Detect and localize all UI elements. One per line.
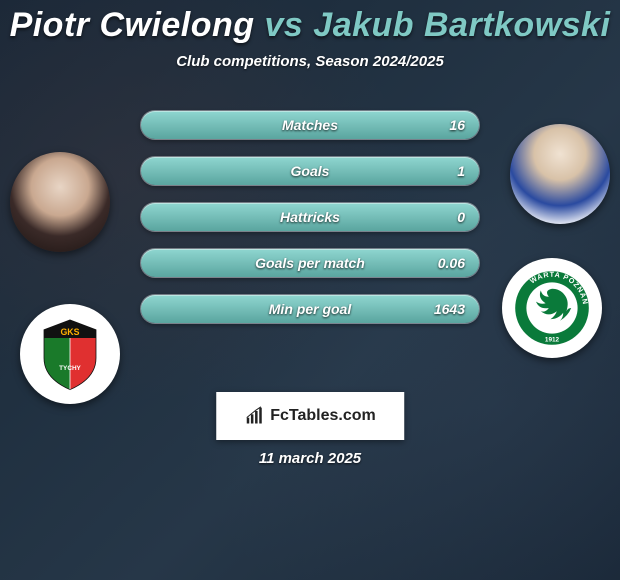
stat-label: Hattricks: [280, 209, 340, 225]
player1-club-badge: GKS TYCHY: [20, 304, 120, 404]
player2-club-badge: WARTA POZNAŃ 1912: [502, 258, 602, 358]
subtitle: Club competitions, Season 2024/2025: [176, 53, 444, 70]
player1-name: Piotr Cwielong: [10, 6, 255, 44]
stats-container: Matches 16 Goals 1 Hattricks 0 Goals per…: [140, 110, 480, 324]
watermark: FcTables.com: [216, 392, 404, 440]
player2-name: Jakub Bartkowski: [313, 6, 610, 44]
page-title: Piotr Cwielong vs Jakub Bartkowski: [10, 6, 611, 45]
club-year: 1912: [545, 337, 560, 344]
stat-row-hattricks: Hattricks 0: [140, 202, 480, 232]
svg-text:TYCHY: TYCHY: [59, 365, 81, 372]
stat-label: Matches: [282, 117, 338, 133]
stat-label: Min per goal: [269, 301, 351, 317]
date-label: 11 march 2025: [259, 450, 361, 467]
stat-label: Goals per match: [255, 255, 365, 271]
content-root: Piotr Cwielong vs Jakub Bartkowski Club …: [0, 0, 620, 580]
warta-poznan-crest-icon: WARTA POZNAŃ 1912: [512, 268, 592, 348]
stat-label: Goals: [291, 163, 330, 179]
stat-value-right: 1: [457, 163, 465, 179]
player2-avatar: [510, 124, 610, 224]
stat-value-right: 1643: [434, 301, 465, 317]
stat-row-goals-per-match: Goals per match 0.06: [140, 248, 480, 278]
svg-text:GKS: GKS: [60, 327, 79, 337]
gks-tychy-crest-icon: GKS TYCHY: [30, 314, 110, 394]
watermark-text: FcTables.com: [270, 407, 376, 425]
stat-value-right: 16: [449, 117, 465, 133]
vs-separator: vs: [265, 6, 304, 44]
stat-row-goals: Goals 1: [140, 156, 480, 186]
stat-row-matches: Matches 16: [140, 110, 480, 140]
bar-chart-icon: [244, 406, 264, 426]
player1-avatar: [10, 152, 110, 252]
stat-value-right: 0.06: [438, 255, 465, 271]
stat-row-min-per-goal: Min per goal 1643: [140, 294, 480, 324]
stat-value-right: 0: [457, 209, 465, 225]
